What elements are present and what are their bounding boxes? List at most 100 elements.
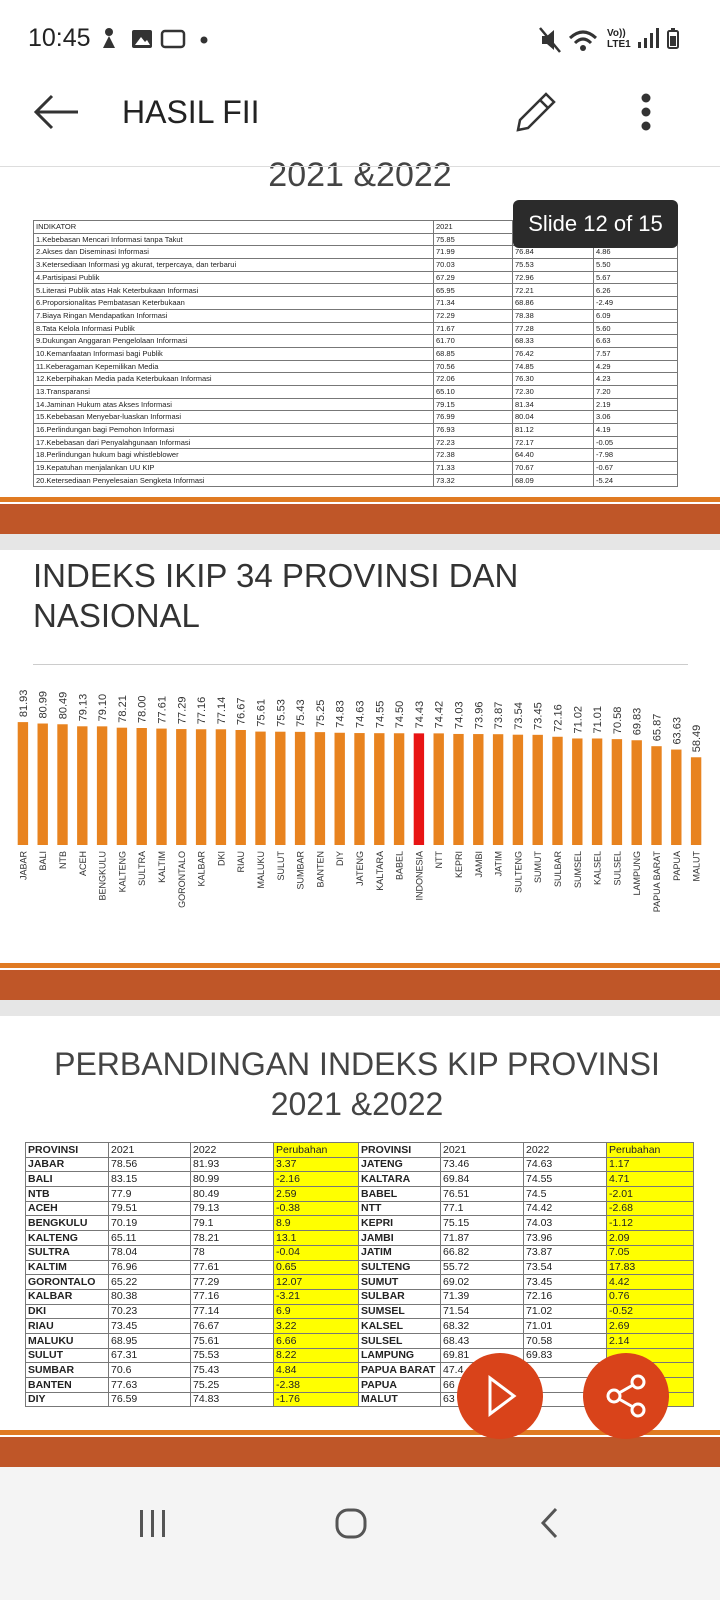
table-cell: -1.76: [273, 1391, 359, 1408]
table-cell: -7.98: [593, 448, 678, 463]
table-cell: 2.Akses dan Diseminasi Informasi: [33, 245, 434, 260]
table-cell: -2.68: [606, 1200, 694, 1217]
table-row: 14.Jaminan Hukum atas Akses Informasi 79.…: [33, 397, 678, 412]
table-cell: 73.96: [523, 1230, 607, 1246]
table-cell: 65.11: [108, 1230, 191, 1246]
table-row: KALTENG 65.11 78.21 13.1 JAMBI 71.87 73.96 2.09: [25, 1230, 694, 1246]
table-cell: 78: [190, 1244, 274, 1261]
table-cell: 74.42: [523, 1200, 607, 1217]
table-cell: 72.96: [512, 270, 594, 285]
bar: [354, 733, 365, 845]
table-cell: 68.85: [433, 346, 513, 361]
table-cell: 76.42: [512, 346, 594, 361]
table-cell: 75.25: [190, 1377, 274, 1393]
value-label: 77.16: [196, 697, 208, 725]
table-cell: 61.70: [433, 334, 513, 348]
x-tick-label: BABEL: [395, 851, 405, 880]
table-row: JABAR 78.56 81.93 3.37 JATENG 73.46 74.63 1.17: [25, 1156, 694, 1173]
table-cell: 75.53: [512, 258, 594, 272]
x-tick-label: INDONESIA: [414, 851, 424, 901]
status-icons: [103, 28, 208, 49]
table-cell: -0.52: [606, 1303, 694, 1320]
table-cell: 19.Kepatuhan menjalankan UU KIP: [33, 461, 434, 475]
nav-back-button[interactable]: [540, 1507, 558, 1539]
table-cell: Perubahan: [606, 1142, 694, 1158]
table-cell: 4.84: [273, 1362, 359, 1378]
table-cell: 77.14: [190, 1303, 274, 1320]
value-label: 58.49: [691, 725, 703, 753]
table-cell: 4.23: [593, 372, 678, 386]
table-cell: 6.66: [273, 1332, 359, 1349]
table-cell: 74.63: [523, 1156, 607, 1173]
table-cell: 83.15: [108, 1171, 191, 1188]
table-cell: JABAR: [25, 1156, 109, 1173]
bar: [473, 734, 484, 845]
bar: [215, 729, 227, 845]
table-cell: 76.30: [512, 372, 594, 386]
table-cell: KALTENG: [25, 1230, 109, 1246]
edit-button[interactable]: [510, 88, 560, 136]
table-cell: 6.09: [593, 308, 678, 323]
x-tick-label: LAMPUNG: [632, 851, 642, 896]
table-cell: KALTIM: [25, 1259, 109, 1276]
x-tick-label: SULTENG: [513, 851, 523, 893]
bar: [255, 731, 266, 845]
table-row: 17.Kebebasan dari Penyalahgunaan Informa…: [33, 435, 678, 450]
table-cell: 74.55: [523, 1171, 607, 1188]
table-cell: PROVINSI: [25, 1142, 109, 1158]
value-label: 70.58: [612, 707, 624, 735]
recents-button[interactable]: [140, 1510, 165, 1537]
bar: [572, 738, 583, 845]
value-label: 75.53: [275, 699, 287, 727]
table-cell: MALUT: [358, 1391, 441, 1408]
table-cell: 77.61: [190, 1259, 274, 1276]
table-row: NTB 77.9 80.49 2.59 BABEL 76.51 74.5 -2.01: [25, 1186, 694, 1202]
table-row: KALBAR 80.38 77.16 -3.21 SULBAR 71.39 72.16 0.7…: [25, 1288, 694, 1305]
table-cell: 0.65: [273, 1259, 359, 1276]
bar: [176, 729, 187, 845]
value-label: 79.10: [97, 694, 109, 722]
table-cell: 2.19: [593, 397, 678, 412]
home-button[interactable]: [335, 1508, 367, 1539]
table-cell: KALBAR: [25, 1288, 109, 1305]
table-row: SULTRA 78.04 78 -0.04 JATIM 66.82 73.87 7.05: [25, 1244, 694, 1261]
x-tick-label: KALTARA: [375, 851, 385, 891]
value-label: 81.93: [18, 690, 30, 718]
share-button[interactable]: [583, 1353, 669, 1439]
value-label: 69.83: [632, 708, 644, 736]
bar: [235, 729, 246, 845]
value-label: 74.50: [394, 701, 406, 729]
status-lte: LTE1: [607, 39, 631, 50]
table-cell: 73.45: [523, 1274, 607, 1290]
table-cell: 16.Perlindungan bagi Pemohon Informasi: [33, 423, 434, 437]
value-label: 65.87: [652, 714, 664, 742]
value-label: 77.29: [176, 697, 188, 725]
x-tick-label: JABAR: [18, 851, 28, 881]
value-label: 74.43: [414, 701, 426, 729]
table-cell: 7.57: [593, 346, 678, 361]
table-cell: 77.16: [190, 1288, 274, 1305]
slide-footer: [0, 504, 720, 534]
slide-gap: [0, 1000, 720, 1016]
table-cell: 77.29: [190, 1274, 274, 1290]
status-volte: Vo)): [607, 28, 626, 39]
table-cell: NTT: [358, 1200, 441, 1217]
table-cell: 79.13: [190, 1200, 274, 1217]
slide-footer-line: [0, 963, 720, 968]
slide-title-clip: 2021 &2022: [0, 152, 720, 188]
table-cell: 68.86: [512, 296, 594, 310]
back-button[interactable]: [30, 90, 82, 134]
bar: [671, 749, 682, 845]
chart-title: INDEKS IKIP 34 PROVINSI DAN NASIONAL: [33, 557, 519, 634]
table-cell: 68.43: [440, 1332, 524, 1349]
table-cell: SULTRA: [25, 1244, 109, 1261]
table-row: MALUKU 68.95 75.61 6.66 SULSEL 68.43 70.58 2.14: [25, 1332, 694, 1349]
table-cell: 4.29: [593, 359, 678, 374]
bar: [631, 740, 642, 845]
more-button[interactable]: [634, 90, 658, 136]
value-label: 73.96: [473, 702, 485, 730]
table-cell: 5.60: [593, 321, 678, 336]
slide-footer: [0, 1437, 720, 1467]
table-cell: SUMSEL: [358, 1303, 441, 1320]
play-button[interactable]: [457, 1353, 543, 1439]
